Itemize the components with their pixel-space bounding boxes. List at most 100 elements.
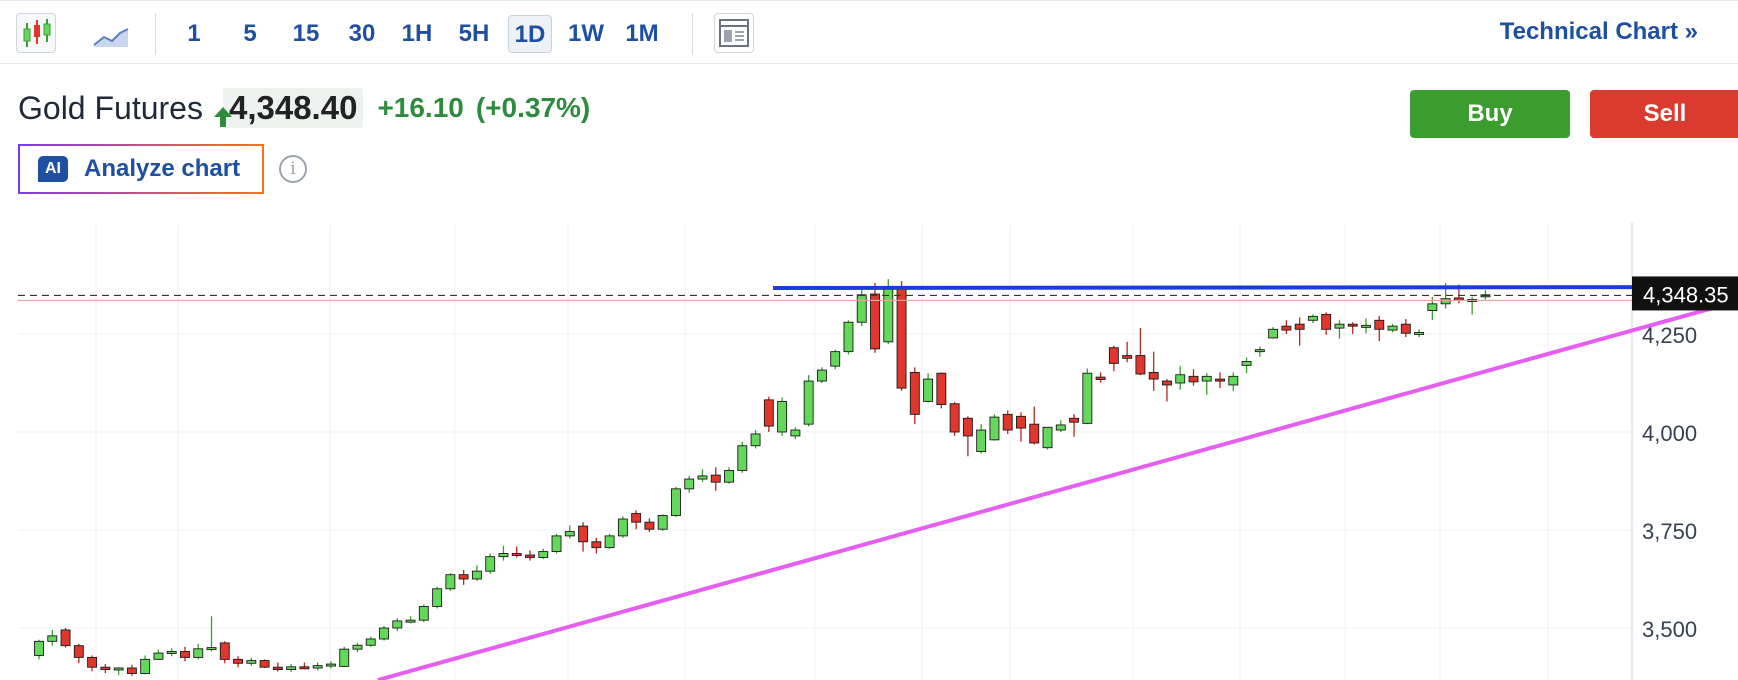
candle — [1361, 318, 1371, 334]
candle-body — [1095, 376, 1106, 380]
candle — [299, 662, 310, 670]
candle — [1042, 426, 1053, 450]
sell-button[interactable]: Sell — [1590, 90, 1738, 138]
analyze-chart-button[interactable]: AI Analyze chart — [18, 144, 264, 194]
candlestick-icon[interactable] — [16, 13, 56, 53]
y-tick-label: 4,250 — [1642, 323, 1697, 348]
area-chart-icon[interactable] — [92, 13, 132, 53]
current-price-badge — [1632, 276, 1738, 311]
candle-body — [34, 640, 44, 656]
trend-line[interactable] — [377, 299, 1738, 680]
candle-body — [1148, 371, 1159, 380]
candle-body — [246, 660, 257, 664]
candle-body — [1215, 378, 1225, 382]
candle-body — [1440, 298, 1451, 305]
candle-body — [803, 380, 814, 425]
resistance-line[interactable] — [772, 285, 1738, 290]
candle — [418, 604, 429, 623]
info-icon[interactable]: i — [279, 155, 307, 183]
candle — [233, 656, 244, 668]
candle — [193, 643, 204, 660]
candle — [325, 661, 336, 669]
candle-body — [1161, 380, 1172, 386]
candle-body — [1427, 303, 1438, 311]
timeframe-30[interactable]: 30 — [348, 20, 376, 47]
candle-body — [1294, 323, 1305, 330]
candle-body — [73, 645, 84, 658]
candle — [113, 667, 124, 676]
candle — [1029, 406, 1040, 445]
candle — [432, 586, 443, 609]
candle-body — [1334, 323, 1345, 329]
candle — [1215, 372, 1225, 389]
y-axis: 4,250 4,000 3,750 3,500 4,348.35 — [1632, 276, 1738, 642]
candle-body — [511, 553, 522, 556]
candle-body — [233, 658, 244, 664]
candle — [684, 475, 695, 493]
candle — [511, 546, 522, 558]
candle-body — [551, 535, 562, 553]
candle — [471, 565, 482, 581]
candle — [843, 320, 854, 355]
candle — [551, 533, 562, 554]
candle-body — [312, 665, 323, 669]
timeframe-5h[interactable]: 5H — [458, 20, 490, 47]
candle-body — [1361, 324, 1371, 328]
technical-chart-link[interactable]: Technical Chart » — [1499, 18, 1698, 45]
candle-body — [1069, 417, 1080, 423]
candle-body — [365, 638, 376, 646]
candle-body — [525, 554, 535, 558]
candle — [657, 514, 668, 531]
candle-body — [870, 293, 880, 350]
candle-body — [989, 416, 1000, 441]
timeframe-1[interactable]: 1 — [187, 20, 201, 47]
candle — [405, 616, 416, 624]
candle — [1069, 413, 1080, 437]
candle — [60, 628, 71, 648]
candle — [710, 467, 721, 491]
candle-body — [485, 556, 496, 572]
candle — [697, 469, 708, 483]
candle-body — [87, 656, 98, 668]
candle — [591, 537, 602, 554]
candle-body — [1042, 426, 1053, 449]
candle-body — [100, 666, 111, 671]
candle-body — [471, 570, 482, 580]
candle — [73, 643, 84, 664]
candle — [1414, 329, 1425, 338]
candle — [830, 349, 841, 370]
candle — [339, 646, 350, 668]
candle-body — [697, 475, 708, 480]
candle-body — [126, 667, 137, 674]
candle-body — [47, 635, 58, 642]
candle-body — [856, 294, 867, 323]
candle — [392, 618, 403, 632]
timeframe-1h[interactable]: 1H — [401, 20, 433, 47]
timeframe-1w[interactable]: 1W — [568, 20, 604, 47]
candle — [923, 373, 934, 403]
candle-body — [644, 521, 655, 530]
candle-body — [936, 372, 947, 406]
candle-body — [1082, 372, 1093, 424]
candle-body — [737, 445, 748, 471]
candle — [1347, 322, 1358, 334]
candle-body — [140, 658, 151, 674]
timeframe-1m[interactable]: 1M — [625, 20, 659, 47]
candle — [1467, 296, 1478, 315]
timeframe-1d[interactable]: 1D — [508, 15, 552, 53]
instrument-header: Gold Futures 4,348.40 +16.10 (+0.37%) — [18, 88, 590, 128]
candle — [34, 639, 44, 660]
candle — [1055, 420, 1066, 432]
candle — [498, 545, 509, 561]
candle — [1294, 317, 1305, 346]
layout-icon[interactable] — [714, 13, 754, 53]
candle — [870, 283, 880, 353]
buy-button[interactable]: Buy — [1410, 90, 1570, 138]
candle-body — [1321, 313, 1332, 330]
timeframe-5[interactable]: 5 — [243, 20, 257, 47]
chart-toolbar: 1 5 15 30 1H 5H 1D 1W 1M Technical Chart… — [0, 0, 1738, 64]
candle-body — [405, 619, 416, 623]
timeframe-15[interactable]: 15 — [292, 20, 320, 47]
candle-body — [498, 553, 509, 558]
